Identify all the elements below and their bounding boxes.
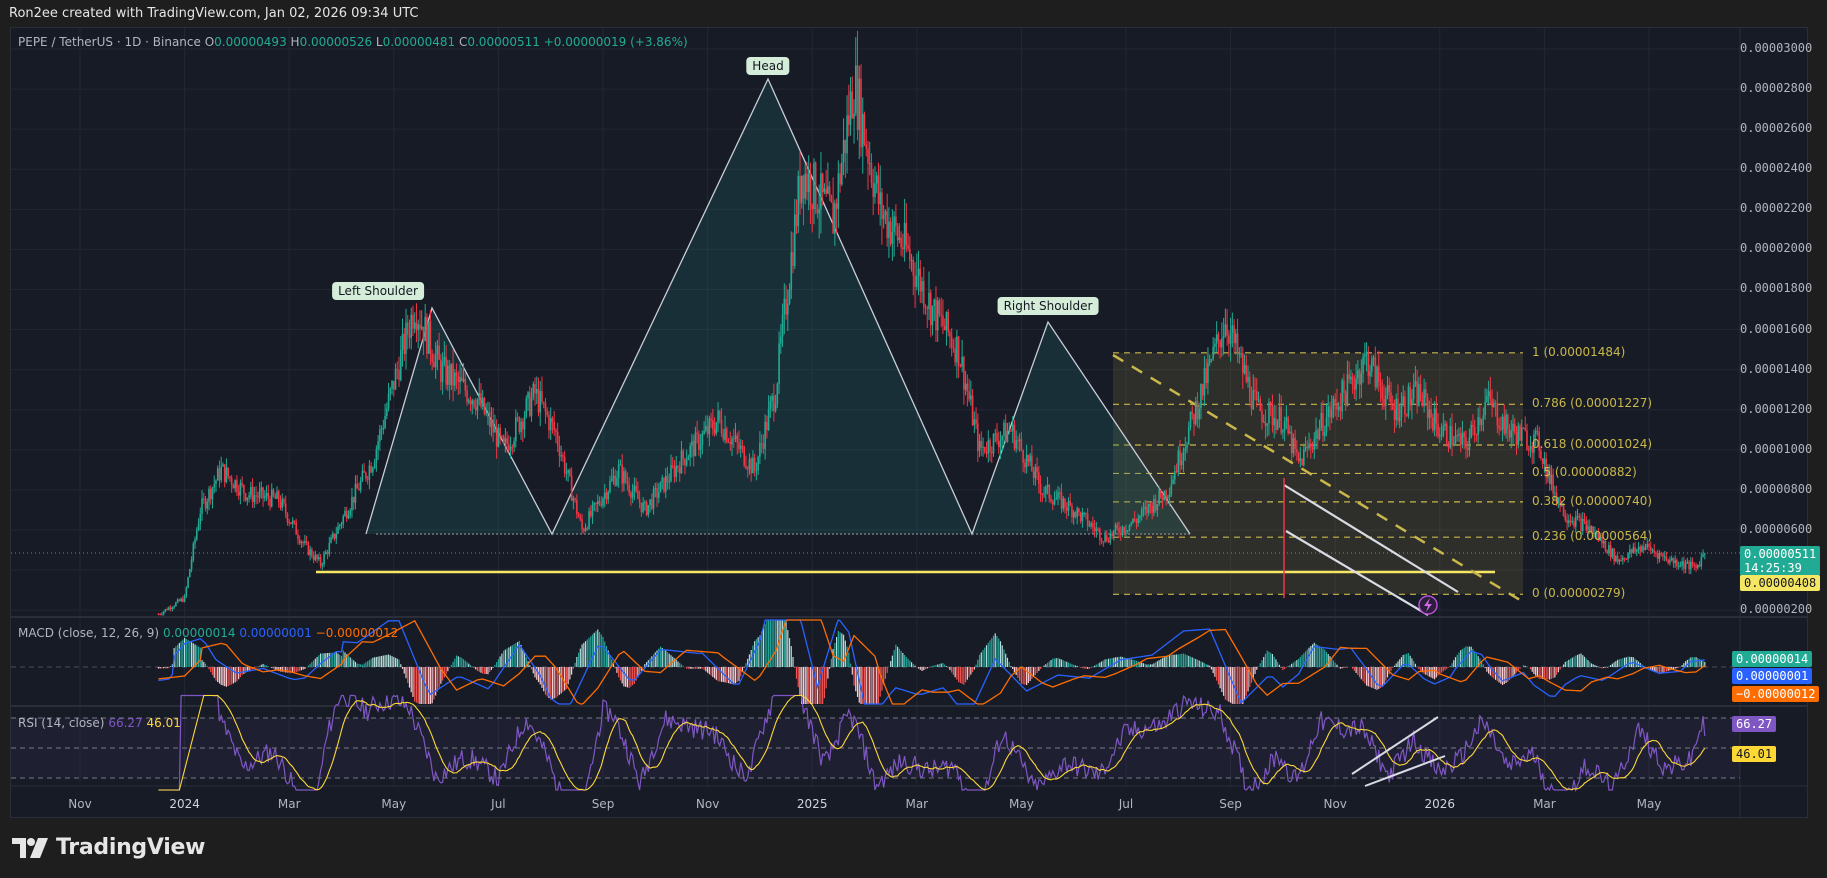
left-shoulder-label: Left Shoulder <box>332 282 424 300</box>
symbol-legend[interactable]: PEPE / TetherUS · 1D · Binance O0.000004… <box>18 35 688 49</box>
fib-level-label: 0.236 (0.00000564) <box>1532 529 1653 544</box>
price-axis-tick: 0.00000600 <box>1740 521 1813 536</box>
low-label: L <box>375 35 383 49</box>
fib-level-label: 0 (0.00000279) <box>1532 586 1626 601</box>
head-label: Head <box>746 57 790 75</box>
price-axis-tick: 0.00003000 <box>1740 41 1813 55</box>
change-value: +0.00000019 (+3.86%) <box>543 35 688 49</box>
fib-level-label: 1 (0.00001484) <box>1532 344 1626 359</box>
open-label: O <box>204 35 215 49</box>
macd-signal-tag: −0.00000012 <box>1732 686 1820 702</box>
high-value: 0.00000526 <box>299 35 373 49</box>
time-axis-label: May <box>1636 797 1662 811</box>
time-axis-label: Mar <box>1533 797 1556 811</box>
time-axis-label: Nov <box>68 797 92 811</box>
price-axis-tick: 0.00002600 <box>1740 121 1813 136</box>
time-axis-label: Sep <box>1219 797 1242 811</box>
fib-level-label: 0.5 (0.00000882) <box>1532 465 1637 480</box>
time-axis-label: Nov <box>695 797 720 811</box>
time-axis-label: Jul <box>491 797 506 811</box>
macd-histogram-tag: 0.00000014 <box>1732 651 1813 667</box>
chart-credit: Ron2ee created with TradingView.com, Jan… <box>9 6 419 21</box>
tradingview-logo[interactable]: TradingView <box>12 835 205 860</box>
rsi-ma-tag: 46.01 <box>1732 746 1777 762</box>
fib-level-label: 0.618 (0.00001024) <box>1532 436 1653 451</box>
bar-countdown: 14:25:39 <box>1744 561 1802 575</box>
time-axis-label: May <box>381 797 407 811</box>
time-axis-label: 2025 <box>796 797 828 811</box>
time-axis-label: 2024 <box>169 797 200 811</box>
tradingview-logo-text: TradingView <box>56 835 206 860</box>
price-axis-tick: 0.00002400 <box>1740 161 1813 176</box>
tradingview-logo-icon <box>12 837 48 858</box>
price-axis-tick: 0.00002000 <box>1740 241 1813 256</box>
macd-line-tag: 0.00000001 <box>1732 668 1813 684</box>
price-axis-tick: 0.00001600 <box>1740 321 1813 336</box>
low-value: 0.00000481 <box>382 35 456 49</box>
price-axis-tick: 0.00001800 <box>1740 281 1813 296</box>
price-axis-tick: 0.00001200 <box>1740 401 1813 416</box>
high-label: H <box>290 35 300 49</box>
time-axis-label: Jul <box>1118 797 1134 811</box>
last-price: 0.00000511 <box>1744 547 1817 561</box>
price-axis-tick: 0.00001000 <box>1740 441 1813 456</box>
macd-title: MACD (close, 12, 26, 9) <box>18 626 160 640</box>
macd-signal-value: −0.00000012 <box>315 626 399 640</box>
price-axis-tick: 0.00002800 <box>1740 81 1813 96</box>
rsi-legend[interactable]: RSI (14, close) 66.27 46.01 <box>18 716 181 730</box>
time-axis-label: Mar <box>277 797 301 811</box>
rsi-ma-value: 46.01 <box>146 716 181 730</box>
rsi-tag: 66.27 <box>1732 716 1777 732</box>
last-price-tag: 0.00000511 14:25:39 <box>1740 546 1821 576</box>
fib-level-label: 0.382 (0.00000740) <box>1532 493 1653 508</box>
time-axis-label: 2026 <box>1424 797 1456 811</box>
right-shoulder-label: Right Shoulder <box>997 297 1099 315</box>
fib-level-label: 0.786 (0.00001227) <box>1532 396 1653 411</box>
macd-histogram-value: 0.00000014 <box>162 626 236 640</box>
macd-line-value: 0.00000001 <box>239 626 312 640</box>
time-axis-label: Nov <box>1323 797 1347 811</box>
time-axis-label: Sep <box>591 797 615 811</box>
open-value: 0.00000493 <box>214 35 287 49</box>
close-value: 0.00000511 <box>467 35 540 49</box>
macd-legend[interactable]: MACD (close, 12, 26, 9) 0.00000014 0.000… <box>18 626 398 640</box>
price-axis-tick: 0.00002200 <box>1740 201 1813 216</box>
symbol-name: PEPE / TetherUS · 1D · Binance <box>18 35 201 49</box>
price-axis-tick: 0.00000800 <box>1740 481 1813 496</box>
rsi-title: RSI (14, close) <box>18 716 105 730</box>
support-price-tag: 0.00000408 <box>1740 575 1821 591</box>
rsi-value: 66.27 <box>108 716 143 730</box>
time-axis-label: Mar <box>905 797 929 811</box>
close-label: C <box>458 35 468 49</box>
time-axis-label: May <box>1008 797 1034 811</box>
price-axis-tick: 0.00000200 <box>1740 602 1813 617</box>
price-axis-tick: 0.00001400 <box>1740 361 1813 376</box>
